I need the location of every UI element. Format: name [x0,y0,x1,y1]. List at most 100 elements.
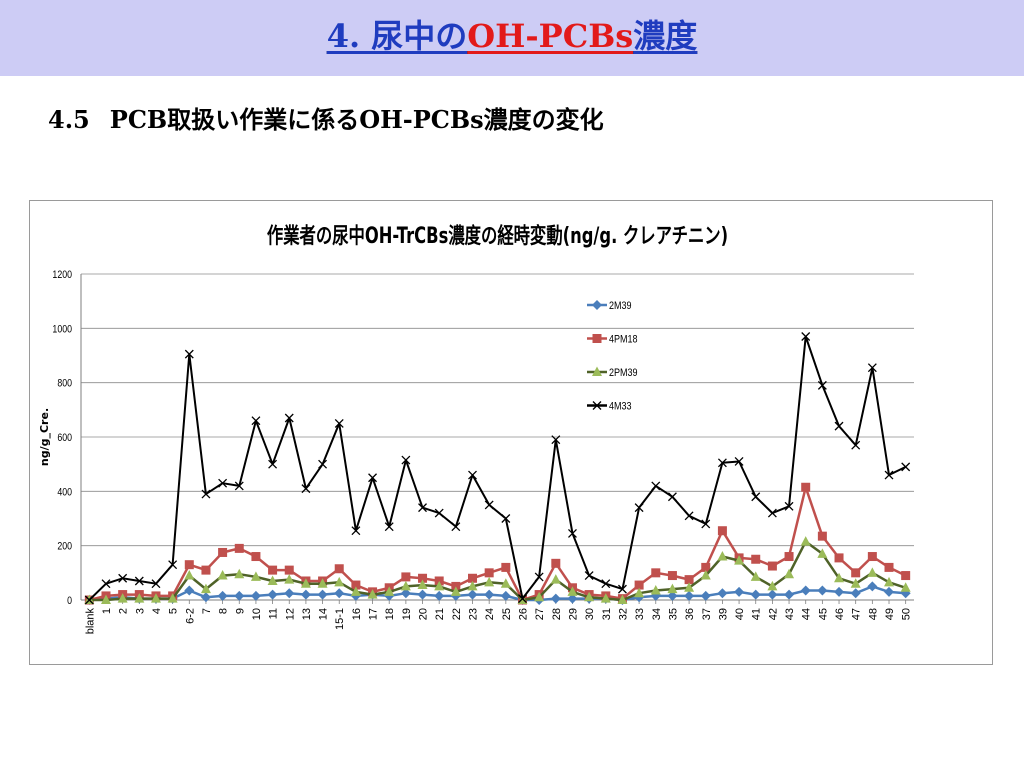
point-2pm39 [484,576,495,587]
point-4m33 [534,572,544,582]
point-4m33 [851,440,861,450]
x-tick-label: 50 [901,608,913,620]
point-2pm39 [184,570,195,580]
point-4m33 [234,481,244,491]
point-4m33 [734,456,744,466]
point-4pm18 [234,543,244,553]
point-2m39 [734,586,745,597]
point-2pm39 [834,572,845,583]
point-4m33 [484,500,494,510]
point-2pm39 [200,583,211,594]
point-4m33 [568,528,577,538]
point-4m33 [101,579,111,589]
point-2pm39 [550,574,561,584]
x-tick-label: 23 [468,608,480,620]
series-line-2m39 [89,585,906,602]
point-2m39 [500,590,511,601]
point-4m33 [468,470,477,480]
point-2pm39 [617,594,628,604]
point-4pm18 [334,564,344,574]
point-4pm18 [701,562,711,572]
point-4m33 [368,473,378,483]
point-4m33 [784,501,794,511]
point-4m33 [901,462,911,472]
x-tick-label: 17 [368,608,380,620]
point-4m33 [434,508,444,518]
legend-marker-2pm39 [592,366,602,376]
point-2pm39 [417,579,428,590]
point-4m33 [168,560,178,570]
title-prefix: 4. 尿中の [326,17,468,55]
point-4pm18 [851,568,861,578]
point-4m33 [118,573,128,583]
point-2pm39 [334,576,345,587]
point-4pm18 [867,552,877,562]
x-tick-label: 15-1 [334,608,346,630]
point-4m33 [268,459,278,469]
x-tick-label: 6-2 [184,608,196,624]
point-4pm18 [268,565,278,575]
x-tick-label: 12 [284,608,296,620]
point-2pm39 [700,570,711,580]
x-tick-label: 18 [384,608,396,620]
x-tick-label: 33 [634,608,646,620]
x-tick-label: 47 [851,608,863,620]
x-tick-label: 43 [784,608,796,620]
y-tick-label: 1200 [52,269,72,281]
point-2pm39 [800,536,811,546]
title-highlight: OH-PCBs [467,17,634,55]
point-4pm18 [501,562,511,572]
point-4pm18 [468,573,478,583]
point-4m33 [451,522,461,532]
point-2pm39 [250,571,261,581]
x-tick-label: 8 [218,608,230,614]
x-tick-label: 2 [118,608,130,614]
x-tick-label: 9 [234,608,246,614]
point-4m33 [617,584,627,594]
point-2pm39 [850,578,861,588]
y-axis-label: ng/g_Cre. [38,408,51,466]
x-tick-label: 10 [251,608,263,620]
point-4pm18 [351,580,361,590]
point-2pm39 [634,587,645,598]
x-tick-label: 22 [451,608,463,620]
point-4pm18 [901,571,911,581]
point-4m33 [867,363,877,373]
x-tick-label: 16 [351,608,363,620]
point-2m39 [567,593,578,604]
point-4m33 [884,470,894,480]
point-2m39 [200,592,211,603]
point-4m33 [601,579,611,589]
point-4m33 [134,576,144,586]
point-2m39 [467,589,478,600]
point-2pm39 [684,582,695,592]
point-2pm39 [350,586,361,596]
x-tick-label: 35 [667,608,679,620]
point-2m39 [267,589,278,600]
x-tick-label: 44 [801,608,813,620]
point-2pm39 [167,593,178,603]
x-tick-label: 19 [401,608,413,620]
section-number: 4.5 [48,105,90,134]
point-4m33 [801,332,811,341]
point-4pm18 [201,565,211,575]
x-tick-label: 41 [751,608,763,620]
point-4m33 [384,522,394,532]
point-2pm39 [367,589,378,599]
x-tick-label: 48 [867,608,879,620]
chart-frame: 作業者の尿中OH-TrCBs濃度の経時変動(ng/g. クレアチニン) 0 200 4… [29,200,993,665]
point-2pm39 [117,593,128,603]
y-tick-label: 600 [57,432,72,444]
point-2m39 [767,589,778,600]
point-2pm39 [267,575,278,585]
y-tick-label: 0 [67,595,72,607]
x-tick-label: 20 [418,608,430,620]
point-2m39 [784,589,795,600]
point-4m33 [701,519,711,529]
point-2m39 [684,590,695,601]
x-tick-label: 5 [168,608,180,614]
point-4m33 [834,421,844,431]
x-tick-label: 7 [201,608,213,614]
point-2pm39 [650,584,661,595]
x-tick-label: 36 [684,608,696,620]
